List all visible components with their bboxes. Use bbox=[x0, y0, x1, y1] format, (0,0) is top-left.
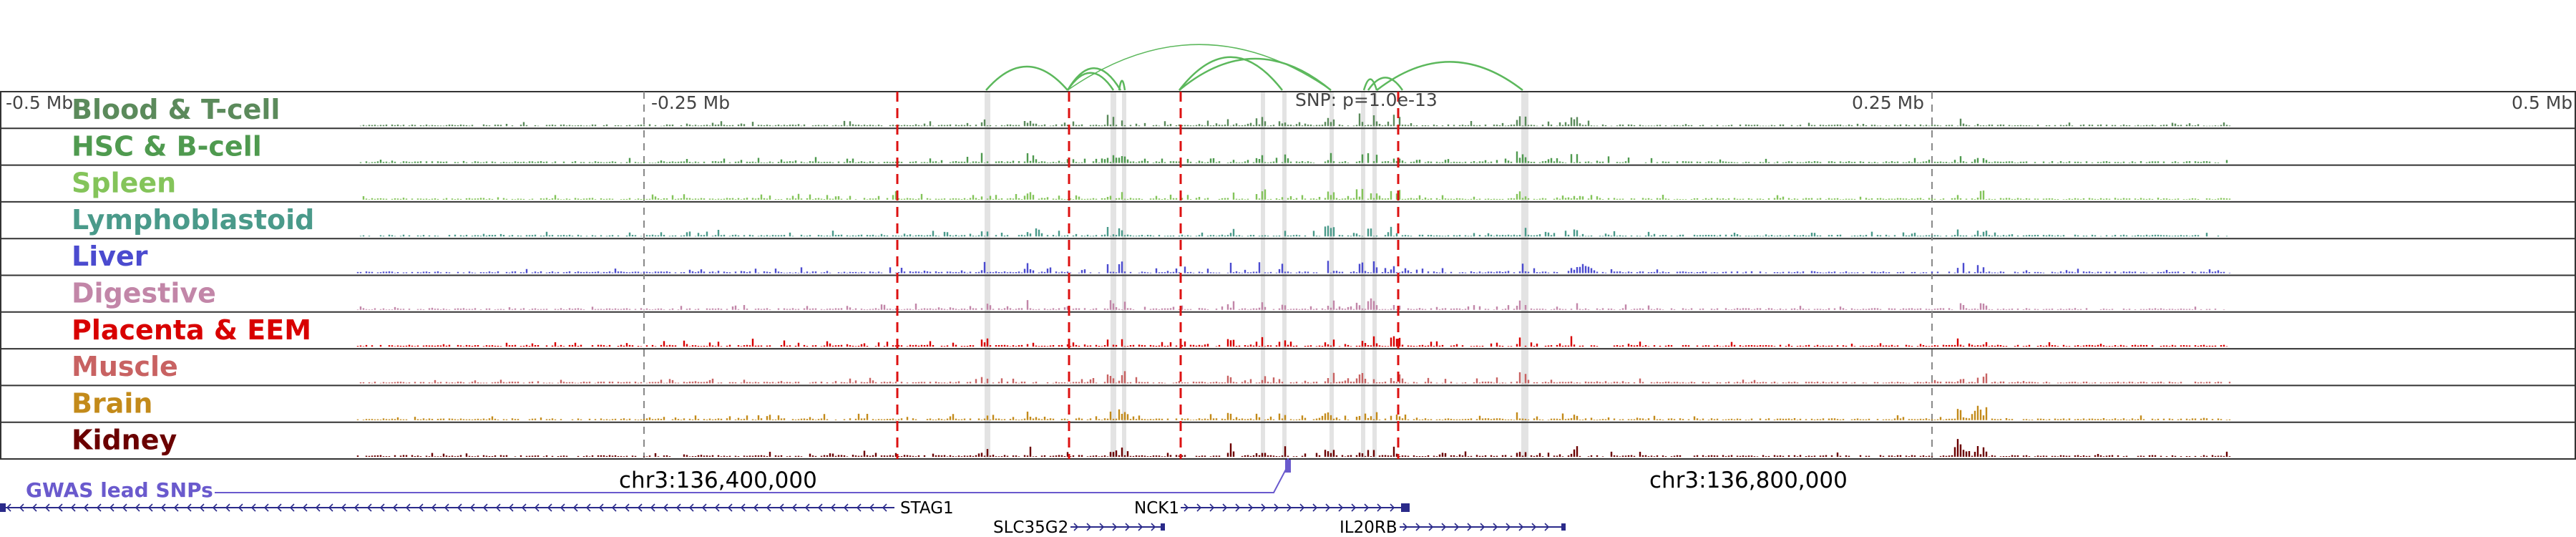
strand-arrows bbox=[1184, 503, 1395, 512]
signal-tracks bbox=[356, 113, 2231, 457]
track-label: Placenta & EEM bbox=[72, 314, 311, 346]
signal-track bbox=[356, 405, 2231, 420]
exon-block bbox=[0, 503, 6, 512]
axis-tick-minus-0-5: -0.5 Mb bbox=[6, 92, 73, 113]
signal-bars bbox=[356, 336, 2228, 347]
signal-track bbox=[359, 151, 2228, 163]
track-label: Blood & T-cell bbox=[72, 94, 280, 125]
gene-label: SLC35G2 bbox=[993, 518, 1068, 537]
exon-block bbox=[1161, 523, 1165, 531]
red-marker-lines bbox=[896, 92, 1400, 459]
signal-track bbox=[356, 439, 2231, 457]
gene-label: STAG1 bbox=[900, 499, 954, 518]
loop-arc bbox=[1067, 44, 1332, 91]
loop-arc bbox=[1362, 78, 1378, 91]
exon-block bbox=[1561, 523, 1566, 531]
gwas-track: GWAS lead SNPs bbox=[26, 458, 1291, 502]
coord-label-left: chr3:136,400,000 bbox=[619, 468, 817, 493]
track-label: Muscle bbox=[72, 351, 178, 382]
signal-track bbox=[362, 188, 2231, 200]
track-frames bbox=[0, 91, 2576, 460]
track-label: Digestive bbox=[72, 278, 216, 309]
signal-bars bbox=[359, 113, 2231, 127]
chromatin-loop-arcs bbox=[985, 44, 1523, 91]
gwas-lead-snp-marker[interactable] bbox=[1285, 460, 1291, 473]
signal-bars bbox=[359, 226, 2228, 237]
signal-track bbox=[359, 113, 2231, 127]
signal-bars bbox=[356, 261, 2231, 274]
loop-arc bbox=[1179, 56, 1283, 91]
gwas-label: GWAS lead SNPs bbox=[26, 478, 213, 502]
signal-bars bbox=[359, 371, 2231, 384]
strand-arrows bbox=[6, 503, 887, 512]
loop-arc bbox=[1066, 72, 1115, 91]
loop-arc bbox=[1179, 57, 1332, 91]
axis-tick-0-5: 0.5 Mb bbox=[2512, 92, 2572, 113]
coordinate-labels: chr3:136,400,000 chr3:136,800,000 bbox=[619, 468, 1848, 493]
signal-track bbox=[359, 226, 2228, 237]
gene-label: NCK1 bbox=[1134, 499, 1179, 518]
coord-label-right: chr3:136,800,000 bbox=[1649, 468, 1848, 493]
loop-arc bbox=[985, 65, 1068, 91]
signal-bars bbox=[362, 188, 2231, 200]
loop-arc bbox=[1118, 79, 1126, 91]
track-label: Lymphoblastoid bbox=[72, 204, 314, 236]
track-label: Spleen bbox=[72, 168, 176, 199]
track-label: Brain bbox=[72, 387, 152, 419]
loop-arc bbox=[1376, 61, 1523, 91]
signal-track bbox=[356, 336, 2228, 347]
strand-arrows bbox=[1402, 523, 1550, 531]
gene-label: IL20RB bbox=[1340, 518, 1397, 537]
gene-nck1[interactable]: NCK1 bbox=[1134, 499, 1410, 518]
strand-arrows bbox=[1073, 523, 1156, 531]
signal-bars bbox=[356, 439, 2231, 457]
snp-label: SNP: p=1.0e-13 bbox=[1295, 90, 1438, 110]
signal-bars bbox=[356, 298, 2225, 310]
track-label: HSC & B-cell bbox=[72, 130, 262, 162]
signal-bars bbox=[356, 405, 2231, 420]
signal-bars bbox=[359, 151, 2228, 163]
axis-ticks: -0.5 Mb -0.25 Mb 0.25 Mb 0.5 Mb SNP: p=1… bbox=[6, 90, 2572, 113]
track-label: Liver bbox=[72, 241, 148, 272]
signal-track bbox=[359, 371, 2231, 384]
signal-track bbox=[356, 261, 2231, 274]
axis-tick-minus-0-25: -0.25 Mb bbox=[651, 92, 730, 113]
track-label: Kidney bbox=[72, 425, 177, 456]
gene-stag1[interactable]: STAG1 bbox=[0, 499, 954, 518]
gene-track: STAG1 NCK1 SLC35G2 IL20RB bbox=[0, 499, 1566, 537]
signal-track bbox=[356, 298, 2225, 310]
gene-slc35g2[interactable]: SLC35G2 bbox=[993, 518, 1165, 537]
gene-il20rb[interactable]: IL20RB bbox=[1340, 518, 1566, 537]
axis-tick-0-25: 0.25 Mb bbox=[1852, 92, 1924, 113]
exon-block bbox=[1401, 503, 1410, 512]
loop-arc bbox=[1367, 77, 1404, 91]
track-labels: Blood & T-cell HSC & B-cell Spleen Lymphobl… bbox=[72, 94, 314, 456]
